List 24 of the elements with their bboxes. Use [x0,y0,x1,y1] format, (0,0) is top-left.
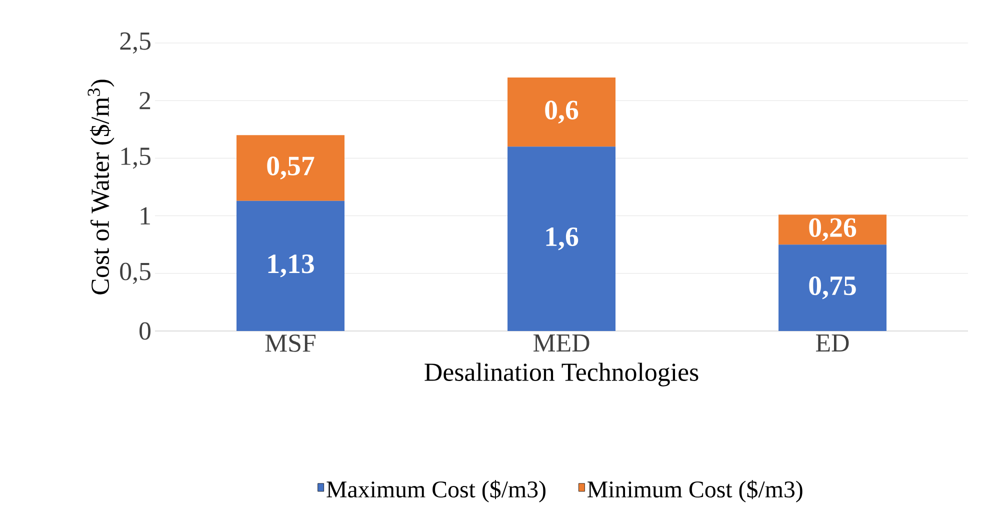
x-tick-label: MED [533,334,590,352]
y-tick-label: 0 [140,322,150,340]
y-tick-label: 1 [140,207,150,224]
x-tick-label: MSF [265,334,316,352]
data-label: 1,6 [546,227,578,250]
data-label: 1,13 [268,254,314,278]
y-tick-label: 0,5 [120,262,150,284]
bar [508,146,616,331]
data-label: 0,57 [267,156,314,180]
y-tick-label: 2,5 [120,32,150,54]
x-tick-label: ED [816,334,849,352]
bar [508,78,616,147]
bar [236,200,345,331]
legend-label: Minimum Cost ($/m3) [588,480,802,502]
x-axis-title: Desalination Technologies [424,362,698,386]
y-tick-label: 1,5 [121,148,150,169]
data-label: 0,6 [545,100,578,124]
bar [236,135,345,201]
y-axis-title: Cost of Water ($/m$^{3}$) [88,80,114,294]
y-tick-label: 2 [140,92,150,110]
data-label: 0,26 [809,218,856,242]
bar [778,244,887,331]
data-label: 0,75 [809,276,856,300]
legend-label: Maximum Cost ($/m3) [326,480,546,502]
